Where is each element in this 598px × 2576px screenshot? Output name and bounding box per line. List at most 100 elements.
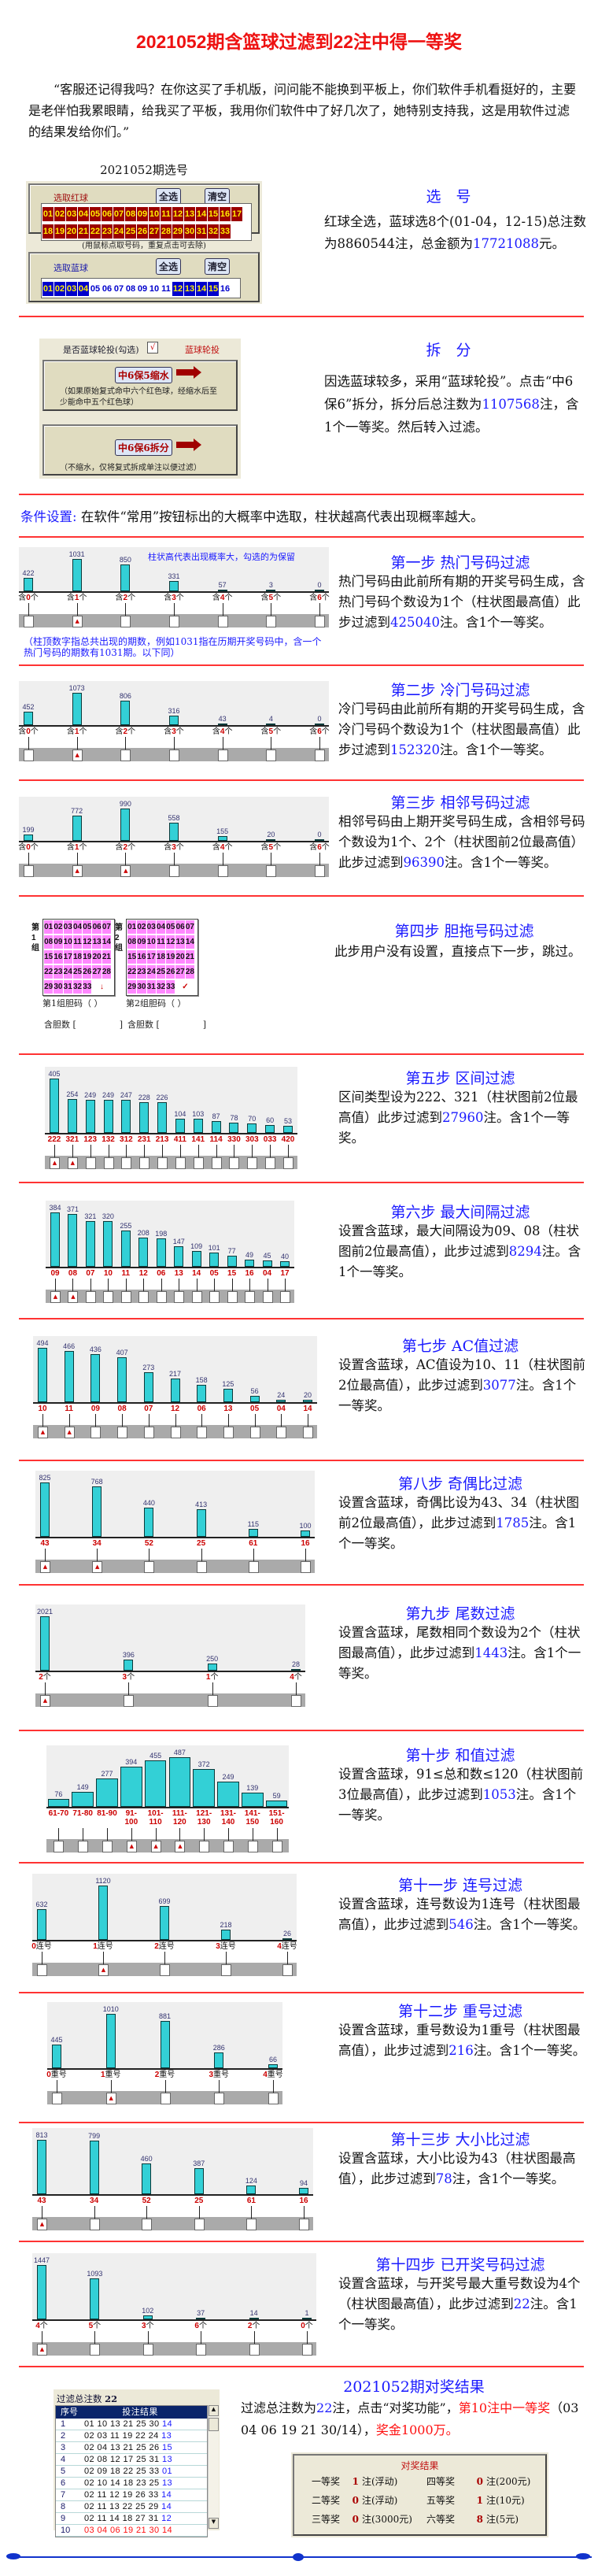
filter-checkbox[interactable] — [266, 616, 277, 627]
filter-checkbox[interactable]: ▲ — [72, 749, 83, 761]
filter-checkbox[interactable] — [157, 1157, 168, 1169]
dan-number[interactable]: 13 — [92, 935, 102, 949]
red-ball[interactable]: 14 — [196, 207, 207, 221]
dan-number[interactable]: 06 — [175, 920, 185, 934]
blue-ball[interactable]: 07 — [113, 282, 124, 296]
dan-number[interactable]: 18 — [72, 950, 83, 964]
dan-number[interactable]: 07 — [102, 920, 112, 934]
table-row[interactable]: 1 01 10 13 21 25 30 14 — [56, 2419, 207, 2430]
filter-checkbox[interactable] — [211, 1157, 222, 1169]
dan-number[interactable]: 28 — [185, 965, 195, 979]
red-ball[interactable]: 09 — [137, 207, 148, 221]
filter-checkbox[interactable] — [266, 865, 277, 877]
filter-checkbox[interactable]: ▲ — [120, 865, 131, 877]
dan-number[interactable]: 09 — [137, 935, 146, 949]
filter-checkbox[interactable] — [291, 1695, 301, 1707]
filter-checkbox[interactable] — [247, 1157, 258, 1169]
red-ball[interactable]: 05 — [90, 207, 101, 221]
filter-checkbox[interactable] — [169, 616, 179, 627]
red-ball[interactable]: 18 — [42, 224, 54, 239]
filter-checkbox[interactable] — [280, 1291, 290, 1303]
scroll-down-icon[interactable]: ▼ — [209, 2518, 219, 2529]
scroll-thumb[interactable] — [209, 2418, 219, 2431]
filter-checkbox[interactable] — [24, 749, 34, 761]
filter-checkbox[interactable] — [142, 2344, 153, 2356]
table-row[interactable]: 8 02 11 13 22 25 29 14 — [56, 2501, 207, 2513]
table-row[interactable]: 6 02 10 14 18 23 25 13 — [56, 2478, 207, 2489]
dan-number[interactable]: 05 — [166, 920, 175, 934]
red-ball[interactable]: 02 — [54, 207, 65, 221]
dan-number[interactable]: 14 — [185, 935, 195, 949]
check-icon[interactable]: ✓ — [175, 980, 195, 994]
filter-checkbox[interactable] — [197, 1427, 208, 1438]
filter-checkbox[interactable] — [276, 1427, 287, 1438]
dan-number[interactable]: 13 — [175, 935, 185, 949]
filter-checkbox[interactable] — [271, 1841, 282, 1852]
blue-ball[interactable]: 12 — [172, 282, 183, 296]
dan-number[interactable]: 09 — [54, 935, 63, 949]
dan-number[interactable]: 15 — [44, 950, 54, 964]
filter-checkbox[interactable] — [120, 616, 131, 627]
table-row[interactable]: 4 02 08 12 17 25 31 13 — [56, 2454, 207, 2466]
filter-checkbox[interactable] — [78, 1841, 89, 1852]
filter-checkbox[interactable] — [169, 749, 179, 761]
filter-checkbox[interactable] — [299, 2219, 309, 2230]
filter-checkbox[interactable] — [249, 1427, 260, 1438]
table-row[interactable]: 7 02 11 12 19 26 33 14 — [56, 2489, 207, 2501]
reduce-button[interactable]: 中6保5缩水 — [115, 367, 172, 383]
blue-ball[interactable]: 10 — [149, 282, 160, 296]
red-ball[interactable]: 21 — [78, 224, 89, 239]
dan-number[interactable]: 26 — [83, 965, 92, 979]
scroll-up-icon[interactable]: ▲ — [209, 2405, 219, 2416]
dan-number[interactable]: 20 — [92, 950, 102, 964]
dan-number[interactable]: 23 — [137, 965, 146, 979]
blue-ball[interactable]: 01 — [42, 282, 54, 296]
filter-checkbox[interactable] — [283, 1157, 293, 1169]
red-ball[interactable]: 22 — [90, 224, 101, 239]
dan-number[interactable]: 05 — [83, 920, 92, 934]
dan-number[interactable]: 23 — [54, 965, 63, 979]
blue-ball[interactable]: 14 — [196, 282, 207, 296]
table-row[interactable]: 3 02 04 13 21 25 26 15 — [56, 2442, 207, 2454]
filter-checkbox[interactable] — [209, 1291, 220, 1303]
dan-number[interactable]: 03 — [146, 920, 156, 934]
filter-checkbox[interactable] — [196, 1561, 207, 1573]
red-ball[interactable]: 01 — [42, 207, 54, 221]
dan-number[interactable]: 02 — [137, 920, 146, 934]
filter-checkbox[interactable] — [315, 616, 325, 627]
filter-checkbox[interactable]: ▲ — [98, 1964, 109, 1976]
blue-ball[interactable]: 08 — [125, 282, 136, 296]
red-ball[interactable]: 29 — [172, 224, 183, 239]
filter-checkbox[interactable] — [262, 1291, 273, 1303]
filter-checkbox[interactable] — [85, 1291, 96, 1303]
filter-checkbox[interactable] — [90, 1427, 102, 1438]
filter-checkbox[interactable] — [196, 2344, 207, 2356]
red-ball[interactable]: 19 — [54, 224, 65, 239]
filter-checkbox[interactable] — [169, 865, 179, 877]
dan-number[interactable]: 29 — [127, 980, 137, 994]
dan-number[interactable]: 16 — [137, 950, 146, 964]
dan-number[interactable]: 22 — [127, 965, 137, 979]
dan-number[interactable]: 11 — [156, 935, 166, 949]
dan-number[interactable]: 06 — [92, 920, 102, 934]
red-ball[interactable]: 10 — [149, 207, 160, 221]
red-ball[interactable]: 26 — [137, 224, 148, 239]
dan-number[interactable]: 31 — [63, 980, 72, 994]
filter-checkbox[interactable]: ▲ — [150, 1841, 161, 1852]
filter-checkbox[interactable] — [103, 1157, 114, 1169]
dan-number[interactable]: 19 — [166, 950, 175, 964]
filter-checkbox[interactable] — [223, 1841, 234, 1852]
dan-number[interactable]: 33 — [83, 980, 92, 994]
red-ball[interactable]: 17 — [231, 207, 242, 221]
dan-number[interactable]: 21 — [102, 950, 112, 964]
red-ball[interactable]: 08 — [125, 207, 136, 221]
filter-checkbox[interactable] — [175, 1157, 186, 1169]
filter-checkbox[interactable] — [223, 1427, 234, 1438]
red-ball[interactable]: 03 — [66, 207, 77, 221]
filter-checkbox[interactable] — [191, 1291, 202, 1303]
dan-number[interactable]: 32 — [156, 980, 166, 994]
filter-checkbox[interactable] — [24, 616, 34, 627]
dan-number[interactable]: 17 — [146, 950, 156, 964]
dan-number[interactable]: 02 — [54, 920, 63, 934]
dan-number[interactable]: 12 — [83, 935, 92, 949]
